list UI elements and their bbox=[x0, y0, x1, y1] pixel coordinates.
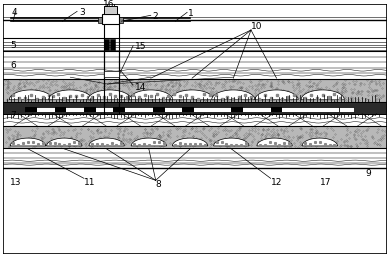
Text: 12: 12 bbox=[271, 177, 282, 186]
Text: 1: 1 bbox=[188, 9, 194, 18]
Polygon shape bbox=[129, 91, 172, 100]
Polygon shape bbox=[214, 138, 249, 146]
Polygon shape bbox=[212, 91, 255, 100]
Polygon shape bbox=[10, 138, 46, 146]
Bar bbox=[25, 108, 339, 113]
Text: 17: 17 bbox=[320, 177, 331, 186]
Bar bbox=[106, 3, 114, 7]
Bar bbox=[4, 102, 386, 114]
Polygon shape bbox=[131, 138, 167, 146]
Text: 5: 5 bbox=[10, 41, 16, 50]
Text: 4: 4 bbox=[11, 8, 17, 17]
Text: 11: 11 bbox=[84, 177, 96, 186]
Polygon shape bbox=[172, 138, 208, 146]
Bar bbox=[110, 40, 115, 51]
Text: 14: 14 bbox=[135, 83, 147, 92]
Bar bbox=[271, 108, 282, 113]
Bar bbox=[119, 18, 123, 24]
Text: 8: 8 bbox=[156, 179, 161, 188]
Text: 3: 3 bbox=[79, 8, 85, 17]
Polygon shape bbox=[47, 138, 82, 146]
Bar bbox=[4, 127, 386, 148]
Bar bbox=[4, 80, 386, 102]
Polygon shape bbox=[255, 91, 298, 100]
Text: 7: 7 bbox=[10, 110, 16, 119]
Polygon shape bbox=[170, 91, 214, 100]
Bar bbox=[182, 108, 194, 113]
Bar bbox=[339, 108, 354, 113]
Polygon shape bbox=[257, 138, 292, 146]
Bar bbox=[231, 108, 243, 113]
Text: 9: 9 bbox=[365, 168, 371, 177]
Bar bbox=[113, 108, 125, 113]
Polygon shape bbox=[302, 138, 337, 146]
Bar bbox=[84, 108, 96, 113]
Bar bbox=[98, 18, 102, 24]
Bar bbox=[55, 108, 66, 113]
Bar bbox=[104, 72, 119, 78]
Bar bbox=[104, 7, 117, 15]
Polygon shape bbox=[89, 138, 124, 146]
Text: 16: 16 bbox=[103, 0, 114, 9]
Text: 13: 13 bbox=[10, 177, 22, 186]
Bar bbox=[153, 108, 165, 113]
Text: 6: 6 bbox=[10, 61, 16, 70]
Text: 15: 15 bbox=[135, 42, 147, 51]
Bar bbox=[102, 15, 119, 25]
Polygon shape bbox=[301, 91, 344, 100]
Text: 2: 2 bbox=[153, 12, 158, 21]
Bar bbox=[25, 108, 37, 113]
Text: 10: 10 bbox=[251, 22, 262, 30]
Polygon shape bbox=[9, 91, 53, 100]
Bar bbox=[104, 40, 109, 51]
Polygon shape bbox=[49, 91, 92, 100]
Polygon shape bbox=[88, 91, 131, 100]
